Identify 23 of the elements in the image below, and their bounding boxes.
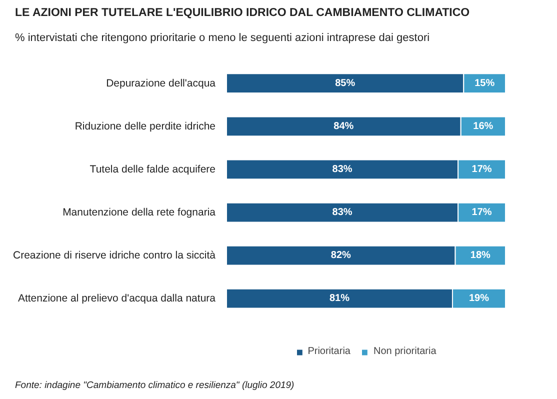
chart-title: LE AZIONI PER TUTELARE L'EQUILIBRIO IDRICO DAL CAMBIAMENTO CLIMATICO (15, 6, 470, 21)
data-label: 16% (473, 120, 494, 132)
data-label: 85% (335, 78, 356, 89)
data-label: 84% (334, 120, 354, 132)
source-note: Fonte: indagine "Cambiamento climatico e resilienza" (luglio 2019) (15, 379, 294, 393)
legend-label: Prioritaria (308, 346, 350, 357)
y-tick-label: Attenzione al prelievo d'acqua dalla natura (18, 292, 216, 305)
data-label: 18% (470, 250, 491, 262)
data-label: 81% (329, 293, 350, 304)
chart-subtitle: % intervistati che ritengono prioritarie o meno le seguenti azioni intraprese dai gestori (15, 31, 430, 46)
data-label: 17% (472, 207, 492, 218)
data-label: 15% (474, 78, 495, 89)
legend-label: Non prioritaria (373, 346, 436, 357)
y-tick-label: Creazione di riserve idriche contro la siccità (13, 250, 216, 262)
y-tick-label: Riduzione delle perdite idriche (74, 120, 216, 132)
data-label: 83% (332, 164, 352, 175)
y-tick-label: Tutela delle falde acquifere (90, 163, 216, 176)
data-label: 17% (472, 164, 492, 175)
data-label: 19% (468, 293, 490, 304)
data-label: 82% (330, 250, 352, 262)
y-tick-label: Depurazione dell'acqua (106, 77, 216, 90)
data-label: 83% (332, 207, 352, 218)
y-tick-label: Manutenzione della rete fognaria (62, 206, 216, 218)
